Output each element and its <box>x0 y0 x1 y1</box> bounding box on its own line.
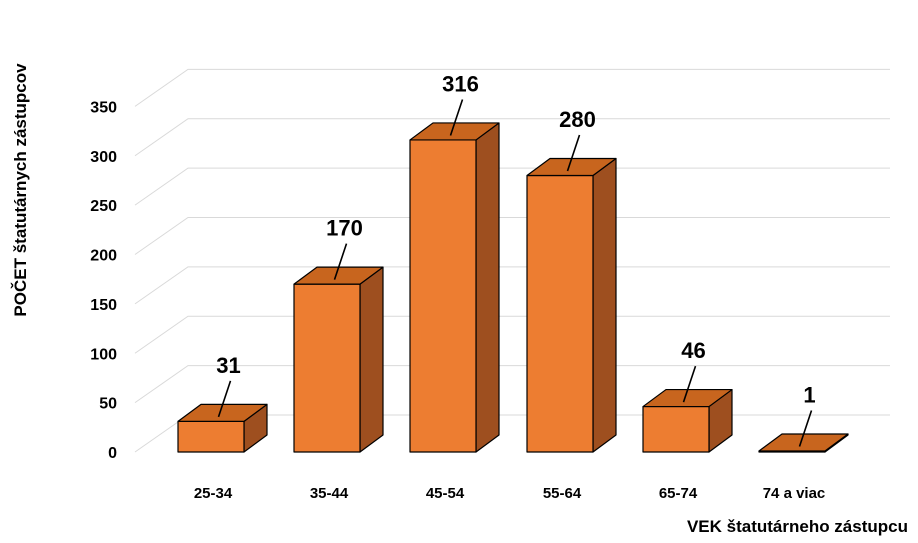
data-label: 46 <box>681 338 705 363</box>
y-tick-label: 100 <box>90 346 117 363</box>
bar-front <box>526 174 594 453</box>
gridlines <box>134 68 890 453</box>
bar-top <box>409 122 500 141</box>
bars <box>177 122 849 453</box>
gridline <box>134 365 890 404</box>
leader-line <box>333 243 348 280</box>
bar-top <box>526 157 617 177</box>
x-tick-label: 35-44 <box>310 485 349 502</box>
leader-line <box>217 380 232 418</box>
y-tick-label: 150 <box>90 297 117 314</box>
y-tick-label: 0 <box>108 445 117 462</box>
y-axis-ticks: 0 50 100 150 200 250 300 350 <box>90 99 117 462</box>
data-label: 1 <box>803 383 815 408</box>
bar-front <box>293 283 361 453</box>
bar-front <box>177 420 245 453</box>
y-tick-label: 350 <box>90 99 117 116</box>
bar-front <box>409 139 477 453</box>
data-label: 280 <box>559 107 596 132</box>
bar <box>409 122 500 453</box>
y-axis-title: POČET štatutárnych zástupcov <box>11 63 30 317</box>
bar <box>758 433 849 453</box>
x-tick-label: 65-74 <box>659 485 698 502</box>
bar-top <box>177 403 268 422</box>
gridline <box>134 68 890 107</box>
x-tick-label: 45-54 <box>426 485 465 502</box>
leader-line <box>449 99 464 136</box>
x-axis-ticks: 25-34 35-44 45-54 55-64 65-74 74 a viac <box>194 485 825 502</box>
bar-front <box>642 405 710 453</box>
leader-line <box>798 410 813 447</box>
bar <box>642 388 733 453</box>
bar-top <box>293 266 384 285</box>
bar-top <box>642 388 733 408</box>
gridline <box>134 167 890 206</box>
x-tick-label: 55-64 <box>543 485 582 502</box>
gridline <box>134 118 890 157</box>
x-tick-label: 74 a viac <box>763 485 826 502</box>
gridline <box>134 217 890 255</box>
bar <box>177 403 268 453</box>
data-label: 170 <box>326 216 363 241</box>
data-label: 316 <box>442 71 479 96</box>
y-tick-label: 300 <box>90 149 117 166</box>
data-labels: 31 170 316 280 46 1 <box>216 71 816 447</box>
leader-line <box>566 134 581 172</box>
y-tick-label: 200 <box>90 248 117 265</box>
bar <box>526 157 617 453</box>
leader-line <box>682 365 697 403</box>
bar-side <box>592 157 617 453</box>
y-tick-label: 50 <box>99 396 117 413</box>
y-tick-label: 250 <box>90 198 117 215</box>
x-tick-label: 25-34 <box>194 485 233 502</box>
bar-top <box>758 433 849 452</box>
data-label: 31 <box>216 353 240 378</box>
bar <box>293 266 384 453</box>
bar-side <box>359 266 384 453</box>
gridline <box>134 315 890 354</box>
bar-side <box>475 122 500 453</box>
gridline <box>134 266 890 305</box>
x-axis-title: VEK štatutárneho zástupcu <box>687 517 908 536</box>
